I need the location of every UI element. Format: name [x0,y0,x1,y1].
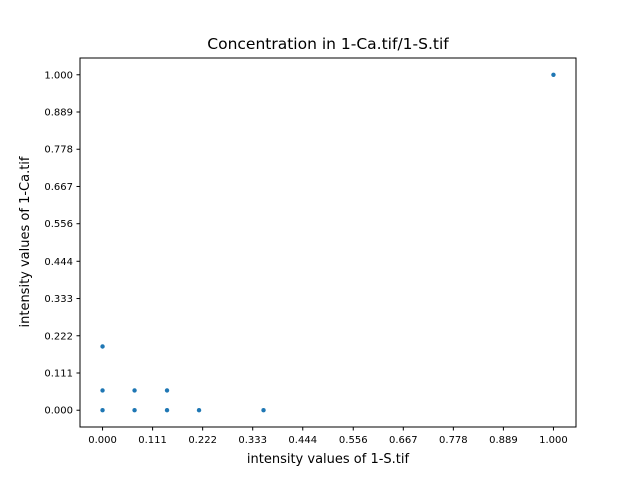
y-tick-label: 0.889 [44,108,73,119]
x-tick-label: 0.222 [188,435,217,446]
y-tick-label: 0.222 [44,331,73,342]
x-tick-label: 0.111 [138,435,167,446]
x-axis-label: intensity values of 1-S.tif [247,452,410,467]
axes-frame [79,57,577,428]
x-tick-label: 0.889 [489,435,518,446]
data-point [100,344,105,349]
x-tick-label: 0.667 [389,435,418,446]
x-tick-label: 0.444 [288,435,317,446]
data-point [100,408,105,413]
y-axis-ticks: 0.000 0.111 0.222 0.333 0.444 0.556 0.667 0.778… [44,70,80,417]
data-point [196,408,202,413]
y-tick-label: 0.667 [44,182,73,193]
x-tick-label: 0.333 [238,435,267,446]
data-point [551,72,556,77]
data-point [100,388,105,393]
chart-title: Concentration in 1-Ca.tif/1-S.tif [207,35,449,53]
data-point [164,388,170,393]
y-tick-label: 0.556 [44,219,73,230]
y-tick-label: 0.333 [44,294,73,305]
x-tick-label: 1.000 [539,435,568,446]
y-tick-label: 0.778 [44,145,73,156]
y-tick-label: 0.444 [44,257,73,268]
x-tick-label: 0.778 [439,435,468,446]
data-point [164,408,170,413]
data-point [132,388,137,393]
y-tick-label: 1.000 [44,70,73,81]
y-axis-label: intensity values of 1-Ca.tif [18,156,33,327]
x-axis-ticks: 0.000 0.111 0.222 0.333 0.444 0.556 0.667 0.778… [88,427,568,446]
x-tick-label: 0.556 [339,435,368,446]
data-point [132,408,137,413]
data-point [261,408,266,413]
data-points [100,72,556,413]
y-tick-label: 0.111 [44,368,73,379]
x-tick-label: 0.000 [88,435,117,446]
y-tick-label: 0.000 [44,406,73,417]
